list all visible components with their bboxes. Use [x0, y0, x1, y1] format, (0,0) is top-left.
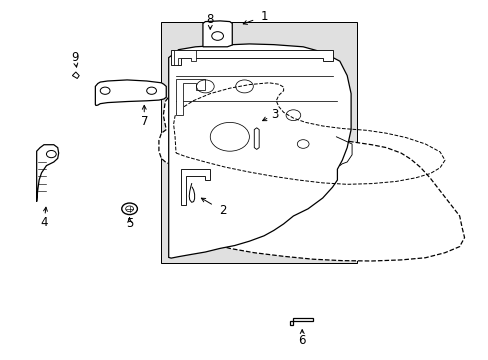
Text: 4: 4: [40, 216, 48, 229]
Text: 8: 8: [206, 13, 214, 26]
Polygon shape: [171, 50, 332, 65]
Text: 7: 7: [140, 115, 148, 128]
Text: 9: 9: [71, 51, 79, 64]
Polygon shape: [181, 169, 210, 205]
Polygon shape: [203, 21, 232, 47]
Polygon shape: [254, 128, 259, 149]
Text: 2: 2: [218, 204, 226, 217]
Text: 5: 5: [125, 217, 133, 230]
Polygon shape: [161, 22, 356, 263]
Polygon shape: [159, 81, 464, 261]
Text: 3: 3: [270, 108, 278, 121]
Text: 1: 1: [260, 10, 267, 23]
Circle shape: [122, 203, 137, 215]
Polygon shape: [95, 80, 166, 105]
Circle shape: [46, 150, 56, 158]
Polygon shape: [168, 44, 350, 258]
Text: 6: 6: [298, 334, 305, 347]
Polygon shape: [290, 318, 312, 325]
Polygon shape: [72, 72, 79, 78]
Polygon shape: [37, 145, 59, 202]
Polygon shape: [173, 50, 195, 65]
Polygon shape: [176, 79, 205, 115]
